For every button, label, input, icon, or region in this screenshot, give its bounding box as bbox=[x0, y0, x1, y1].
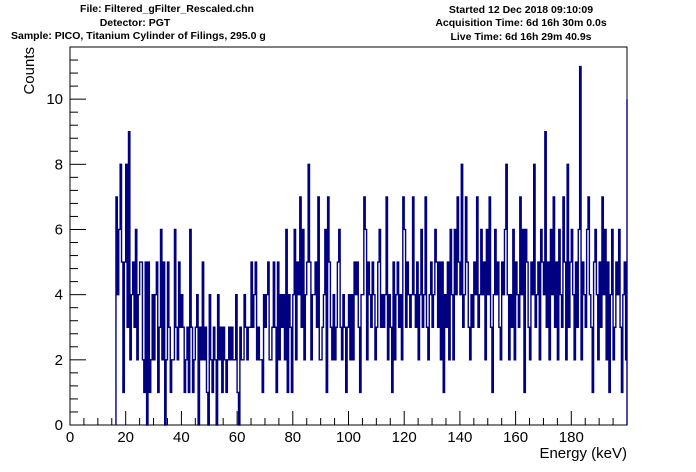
file-label: File: Filtered_gFilter_Rescaled.chn bbox=[80, 3, 254, 15]
live-time-label: Live Time: 6d 16h 29m 40.9s bbox=[450, 31, 592, 43]
detector-label: Detector: PGT bbox=[99, 17, 171, 29]
x-tick-label: 20 bbox=[117, 429, 134, 446]
x-tick-label: 40 bbox=[173, 429, 190, 446]
x-tick-label: 100 bbox=[336, 429, 361, 446]
x-tick-label: 80 bbox=[284, 429, 301, 446]
x-tick-label: 160 bbox=[503, 429, 528, 446]
start-time-label: Started 12 Dec 2018 09:10:09 bbox=[448, 4, 594, 16]
histogram-series bbox=[115, 65, 628, 426]
x-tick-label: 120 bbox=[392, 429, 417, 446]
y-tick-labels: 0 2 4 6 8 10 bbox=[46, 91, 63, 434]
y-tick-label: 8 bbox=[55, 156, 63, 173]
y-tick-label: 0 bbox=[55, 417, 63, 434]
y-tick-label: 2 bbox=[55, 352, 63, 369]
sample-label: Sample: PICO, Titanium Cylinder of Filin… bbox=[11, 30, 266, 42]
x-tick-label: 0 bbox=[66, 429, 74, 446]
y-axis-title: Counts bbox=[21, 47, 38, 95]
x-tick-label: 180 bbox=[559, 429, 584, 446]
y-tick-label: 6 bbox=[55, 221, 63, 238]
x-axis-title: Energy (keV) bbox=[539, 445, 627, 462]
axis-ticks bbox=[69, 46, 628, 426]
x-tick-labels: 0 20 40 60 80 100 120 140 160 180 bbox=[66, 429, 584, 446]
acquisition-time-label: Acquisition Time: 6d 16h 30m 0.0s bbox=[435, 17, 607, 29]
x-tick-label: 60 bbox=[229, 429, 246, 446]
x-tick-label: 140 bbox=[447, 429, 472, 446]
y-tick-label: 4 bbox=[55, 287, 63, 304]
plot-frame bbox=[69, 46, 628, 426]
y-tick-label: 10 bbox=[46, 91, 63, 108]
